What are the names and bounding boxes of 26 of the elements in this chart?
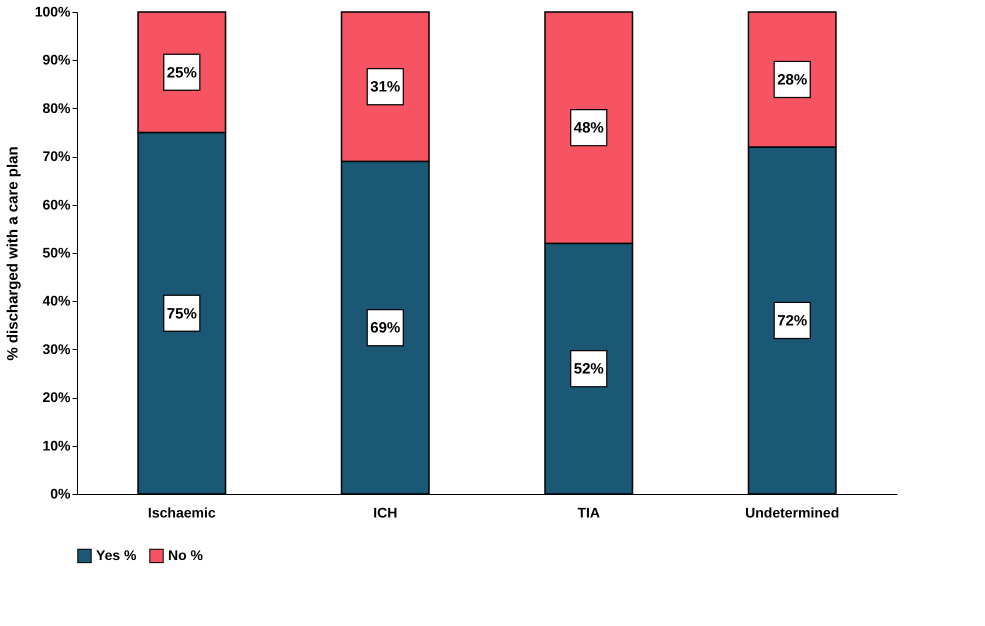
y-tick-label: 70%	[42, 148, 72, 164]
y-tick-label: 30%	[42, 340, 72, 357]
data-label: 48%	[574, 120, 604, 137]
data-label: 25%	[166, 64, 197, 82]
y-axis-title: % discharged with a care plan	[4, 146, 22, 361]
x-tick-label: Undetermined	[745, 504, 840, 520]
data-label: 72%	[777, 312, 808, 330]
x-tick-label: ICH	[373, 504, 398, 520]
y-tick-label: 60%	[42, 196, 72, 212]
legend-label: No %	[168, 546, 204, 563]
data-label: 31%	[370, 78, 400, 96]
y-tick-label: 90%	[42, 52, 72, 68]
legend-label: Yes %	[96, 546, 138, 563]
data-label: 28%	[777, 71, 808, 88]
x-tick-label: TIA	[577, 504, 600, 520]
y-tick-label: 50%	[42, 244, 72, 260]
y-tick-label: 100%	[34, 4, 72, 20]
y-tick-label: 80%	[42, 100, 72, 116]
y-tick-label: 10%	[42, 437, 72, 454]
y-tick-label: 20%	[42, 389, 72, 406]
x-tick-label: Ischaemic	[148, 504, 216, 520]
data-label: 69%	[370, 320, 400, 337]
y-tick-label: 40%	[42, 292, 72, 309]
data-label: 75%	[166, 305, 197, 322]
y-tick-label: 0%	[50, 486, 72, 502]
data-label: 52%	[574, 360, 604, 378]
